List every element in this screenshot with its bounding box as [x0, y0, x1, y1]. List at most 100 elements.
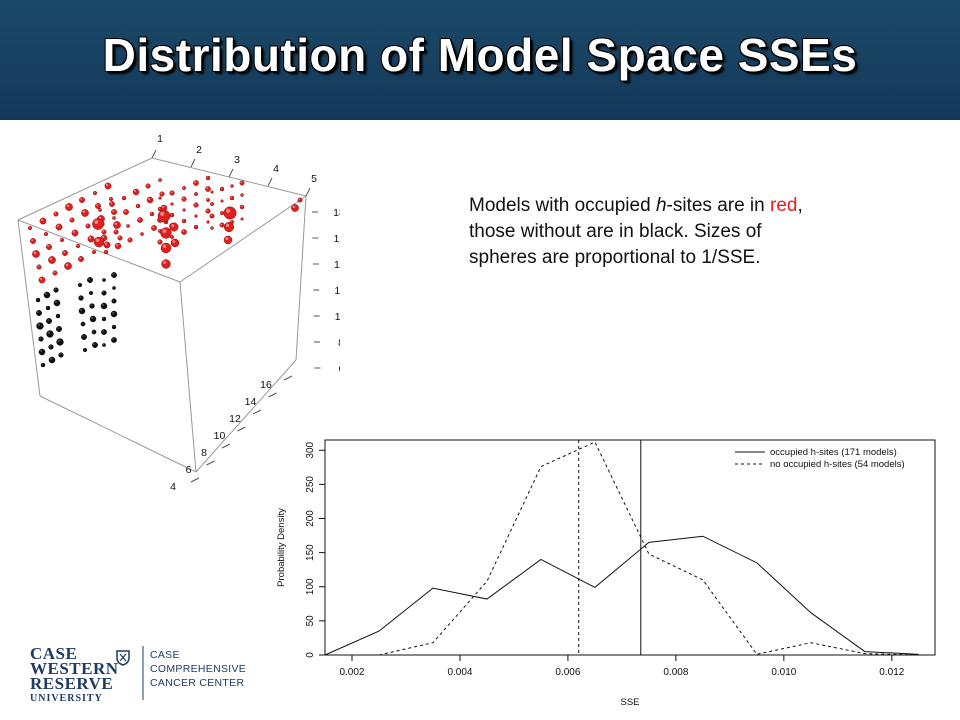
x-axis-tick — [305, 187, 311, 197]
x-axis-tick — [190, 158, 196, 168]
sphere-highlight — [240, 181, 243, 183]
sphere-highlight — [159, 197, 161, 198]
y-axis-tick — [221, 443, 231, 449]
red-sphere — [38, 276, 46, 284]
sphere-highlight — [148, 197, 151, 200]
sphere-highlight — [47, 331, 51, 334]
sphere-highlight — [39, 337, 42, 339]
z-axis-label: 12 — [334, 285, 340, 297]
sphere-highlight — [158, 229, 161, 231]
red-sphere — [157, 206, 163, 212]
black-sphere — [110, 310, 118, 318]
sphere-highlight — [210, 214, 213, 216]
red-sphere — [220, 211, 224, 215]
sphere-highlight — [40, 218, 44, 221]
sphere-highlight — [240, 205, 243, 207]
sphere-highlight — [182, 186, 185, 188]
red-sphere — [55, 223, 63, 231]
x-axis-label: 3 — [234, 154, 240, 166]
z-axis-label: 10 — [335, 311, 340, 323]
sphere-highlight — [37, 265, 40, 267]
sphere-highlight — [78, 283, 81, 285]
red-sphere — [210, 190, 214, 194]
black-sphere — [78, 295, 84, 301]
black-sphere — [87, 277, 93, 283]
sphere-highlight — [182, 219, 185, 221]
desc-red-word: red — [770, 195, 798, 216]
sphere-highlight — [82, 335, 85, 337]
sphere-highlight — [80, 198, 83, 200]
red-sphere — [206, 198, 210, 202]
red-sphere — [219, 186, 225, 192]
sphere-highlight — [46, 306, 49, 308]
red-sphere — [194, 192, 198, 196]
sphere-highlight — [112, 210, 115, 212]
red-sphere — [223, 221, 235, 233]
black-sphere — [55, 313, 61, 319]
sphere-highlight — [152, 226, 155, 228]
sphere-highlight — [112, 299, 115, 301]
sphere-highlight — [118, 236, 121, 238]
sphere-highlight — [225, 237, 229, 240]
x-tick-label: 0.012 — [879, 667, 904, 678]
red-sphere — [151, 225, 157, 231]
red-sphere — [112, 216, 116, 220]
cwru-logo: CASE WESTERN RESERVE UNIVERSITY CASE COM… — [30, 640, 246, 710]
sphere-highlight — [102, 230, 105, 232]
red-sphere — [121, 195, 127, 201]
sphere-highlight — [110, 202, 113, 204]
red-sphere — [46, 244, 52, 250]
slide-title: Distribution of Model Space SSEs — [102, 29, 858, 81]
red-sphere — [157, 239, 163, 245]
sphere-highlight — [210, 202, 213, 204]
sphere-highlight — [206, 176, 209, 178]
sphere-highlight — [158, 240, 161, 242]
black-sphere — [111, 298, 117, 304]
red-sphere — [161, 259, 171, 269]
sphere-highlight — [105, 183, 109, 186]
sphere-highlight — [140, 232, 143, 234]
sphere-highlight — [104, 242, 108, 245]
black-sphere — [56, 326, 62, 332]
sphere-highlight — [230, 196, 233, 198]
red-sphere — [109, 201, 115, 207]
red-sphere — [205, 186, 211, 192]
sphere-highlight — [96, 204, 99, 206]
black-sphere — [46, 318, 52, 324]
sphere-highlight — [170, 213, 173, 215]
red-sphere — [81, 209, 89, 217]
y-axis-label: 16 — [260, 379, 272, 391]
desc-h-italic: h — [655, 195, 667, 216]
red-sphere — [108, 196, 114, 202]
red-sphere — [95, 203, 101, 209]
black-sphere — [78, 307, 86, 315]
red-sphere — [87, 235, 95, 243]
sphere-highlight — [47, 319, 50, 321]
sphere-highlight — [124, 210, 127, 212]
black-sphere — [80, 321, 86, 327]
red-sphere — [230, 184, 234, 188]
logo-wordmark: CASE WESTERN RESERVE UNIVERSITY — [30, 645, 130, 706]
desc-part-2: -sites are in — [666, 195, 770, 216]
title-bar: Distribution of Model Space SSEs — [0, 0, 960, 120]
sphere-highlight — [172, 240, 176, 243]
sphere-highlight — [162, 205, 165, 208]
desc-part-3: , those without are in black. Sizes of s… — [469, 195, 803, 268]
y-axis-tick — [206, 460, 215, 466]
black-sphere — [38, 336, 44, 342]
red-sphere — [205, 175, 211, 181]
sphere-highlight — [102, 278, 105, 280]
sphere-highlight — [114, 222, 118, 225]
red-sphere — [135, 203, 141, 209]
black-sphere — [58, 352, 64, 358]
black-sphere — [101, 329, 107, 335]
red-sphere — [111, 209, 117, 215]
x-tick-label: 0.002 — [339, 667, 364, 678]
sphere-highlight — [102, 343, 105, 345]
sphere-highlight — [72, 230, 76, 233]
z-axis-label: 6 — [338, 363, 340, 375]
sphere-highlight — [225, 223, 230, 227]
red-sphere — [169, 212, 175, 218]
sphere-highlight — [44, 232, 47, 234]
sphere-highlight — [220, 223, 223, 225]
